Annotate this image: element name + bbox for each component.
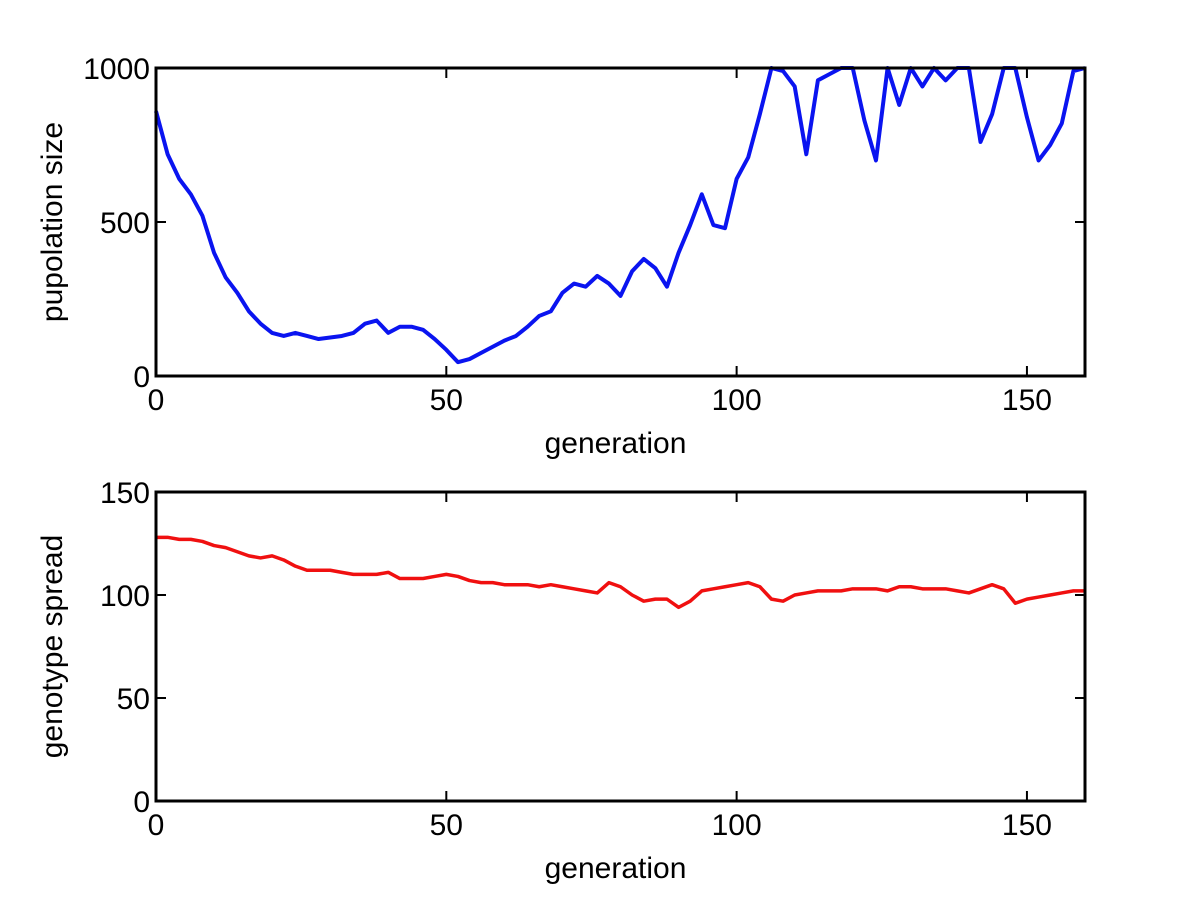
y-axis-label: pupolation size bbox=[36, 122, 69, 322]
plot-area bbox=[156, 492, 1085, 801]
y-tick-label: 0 bbox=[133, 786, 150, 819]
x-axis-label: generation bbox=[545, 427, 687, 460]
y-tick-label: 150 bbox=[100, 477, 150, 510]
x-tick-label: 50 bbox=[430, 384, 463, 417]
data-line bbox=[156, 535, 1085, 610]
x-tick-label: 150 bbox=[1002, 809, 1052, 842]
y-tick-label: 0 bbox=[133, 361, 150, 394]
data-line bbox=[154, 66, 1086, 365]
x-tick-label: 0 bbox=[148, 809, 165, 842]
plot-area bbox=[156, 68, 1085, 376]
axes-box bbox=[154, 490, 1087, 803]
x-tick-label: 100 bbox=[712, 809, 762, 842]
y-tick-label: 500 bbox=[100, 207, 150, 240]
x-tick-label: 50 bbox=[430, 809, 463, 842]
y-tick-label: 50 bbox=[117, 683, 150, 716]
x-tick-label: 150 bbox=[1002, 384, 1052, 417]
x-tick-label: 0 bbox=[148, 384, 165, 417]
y-axis-label: genotype spread bbox=[36, 535, 69, 759]
x-axis-label: generation bbox=[545, 852, 687, 885]
x-tick-label: 100 bbox=[712, 384, 762, 417]
y-tick-label: 100 bbox=[100, 580, 150, 613]
y-tick-label: 1000 bbox=[83, 53, 150, 86]
